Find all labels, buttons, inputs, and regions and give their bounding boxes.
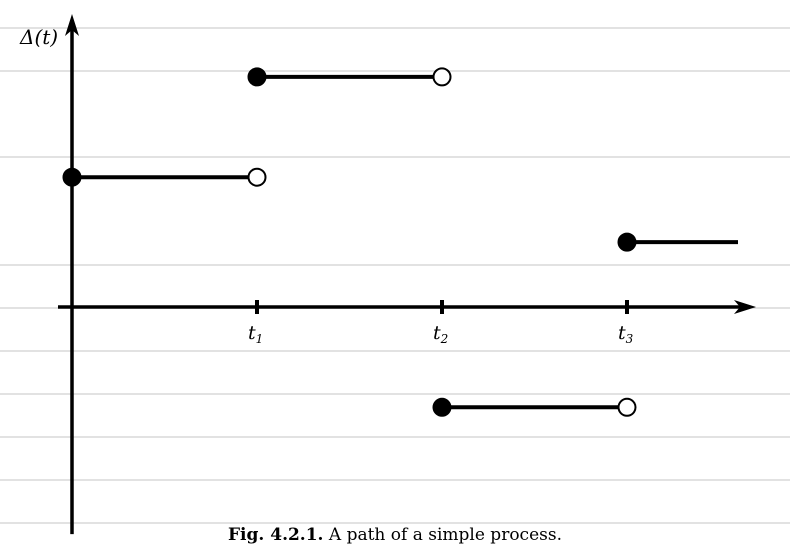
segment-end-point [617,397,637,417]
axes [58,14,756,535]
figure-caption: Fig. 4.2.1. A path of a simple process. [0,525,790,545]
x-tick-label: t2 [433,322,448,346]
segment-end-point [432,67,452,87]
segment-end-point [247,167,267,187]
y-axis-arrowhead [65,14,79,36]
segment-start-point [62,167,82,187]
step-segments [62,67,738,417]
caption-label: Fig. 4.2.1. [227,525,324,545]
segment-start-point [247,67,267,87]
x-tick-label: t3 [618,322,634,346]
x-axis-arrowhead [734,300,756,314]
segment-start-point [617,232,637,252]
y-axis-label: Δ(t) [19,25,58,49]
caption-text: A path of a simple process. [328,525,562,545]
background-gridlines [0,27,790,524]
x-tick-label: t1 [248,322,263,346]
segment-start-point [432,397,452,417]
x-ticks: t1 t2 t3 [248,300,634,346]
